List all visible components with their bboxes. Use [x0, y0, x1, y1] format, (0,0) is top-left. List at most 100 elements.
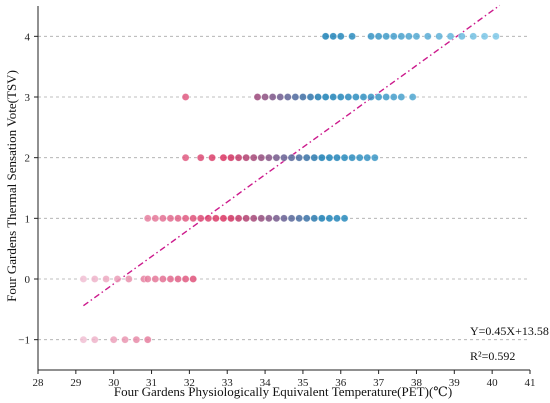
data-point — [457, 32, 466, 41]
data-point — [423, 32, 432, 41]
data-point — [121, 335, 129, 344]
data-point — [272, 214, 281, 223]
data-point — [374, 32, 383, 41]
x-tick-label: 40 — [487, 377, 499, 389]
y-tick-label: −1 — [18, 335, 30, 347]
data-point — [480, 32, 489, 41]
data-point — [181, 153, 190, 162]
data-point — [132, 335, 141, 344]
data-point — [329, 32, 338, 41]
data-point — [370, 153, 379, 162]
data-point — [336, 93, 345, 101]
data-point — [340, 214, 349, 223]
data-point — [389, 32, 398, 41]
data-point — [389, 93, 398, 101]
data-point — [291, 93, 300, 101]
data-point — [264, 214, 273, 223]
axes — [34, 6, 531, 374]
data-point — [325, 153, 334, 162]
data-point — [109, 335, 118, 344]
data-point — [211, 214, 220, 223]
data-point — [90, 275, 99, 283]
data-point — [242, 214, 251, 223]
data-point — [306, 93, 315, 101]
data-point — [317, 214, 326, 223]
data-point — [208, 153, 216, 162]
x-tick-label: 29 — [70, 377, 82, 389]
data-point — [227, 214, 235, 223]
data-point — [367, 32, 375, 41]
data-point — [276, 93, 285, 101]
data-point — [143, 335, 152, 344]
data-point — [166, 275, 175, 283]
data-point — [382, 93, 391, 101]
data-point — [219, 214, 228, 223]
y-tick-label: 0 — [25, 274, 31, 286]
data-point — [492, 32, 500, 41]
x-axis-title: Four Gardens Physiologically Equivalent … — [114, 384, 452, 399]
data-point — [264, 153, 273, 162]
data-point — [404, 32, 413, 41]
data-point — [280, 214, 288, 223]
data-point — [189, 214, 198, 223]
data-point — [249, 153, 258, 162]
data-point — [412, 32, 421, 41]
data-point — [374, 93, 383, 101]
data-point — [227, 153, 235, 162]
data-point — [299, 93, 307, 101]
data-point — [287, 153, 296, 162]
data-point — [329, 93, 338, 101]
data-point — [166, 214, 175, 223]
data-point — [143, 275, 152, 283]
data-point — [158, 275, 167, 283]
data-point — [174, 275, 182, 283]
data-point — [367, 93, 375, 101]
y-tick-label: 3 — [25, 92, 31, 104]
data-point — [363, 153, 372, 162]
data-point — [143, 214, 152, 223]
data-point — [268, 93, 277, 101]
data-point — [234, 214, 243, 223]
data-point — [242, 153, 251, 162]
data-point — [181, 93, 190, 101]
x-tick-label: 41 — [525, 377, 536, 389]
x-tick-label: 38 — [411, 377, 423, 389]
data-point — [261, 93, 269, 101]
data-point — [310, 214, 319, 223]
x-tick-label: 35 — [297, 377, 309, 389]
y-axis-title: Four Gardens Thermal Sensation Vote(TSV) — [4, 70, 19, 302]
data-point — [90, 335, 99, 344]
data-point — [302, 214, 311, 223]
data-point — [181, 275, 190, 283]
data-point — [151, 275, 160, 283]
data-point — [283, 93, 292, 101]
data-point — [397, 32, 406, 41]
data-point — [189, 275, 198, 283]
data-point — [314, 93, 322, 101]
data-point — [196, 214, 205, 223]
y-tick-label: 1 — [25, 213, 31, 225]
data-point — [196, 153, 205, 162]
data-point — [310, 153, 319, 162]
data-point — [219, 153, 228, 162]
x-tick-label: 39 — [449, 377, 461, 389]
data-point — [174, 214, 182, 223]
y-tick-label: 2 — [25, 153, 31, 165]
data-point — [408, 93, 417, 101]
data-point — [257, 214, 266, 223]
data-point — [302, 153, 311, 162]
data-point — [295, 214, 304, 223]
data-point — [317, 153, 326, 162]
data-point — [325, 214, 334, 223]
data-point — [257, 153, 266, 162]
data-point — [348, 32, 357, 41]
data-point — [321, 93, 330, 101]
x-tick-label: 37 — [373, 377, 385, 389]
x-tick-label: 30 — [108, 377, 120, 389]
data-point — [469, 32, 478, 41]
data-point — [321, 32, 330, 41]
data-point — [348, 153, 357, 162]
data-point — [333, 153, 341, 162]
data-point — [446, 32, 455, 41]
data-point — [249, 214, 258, 223]
